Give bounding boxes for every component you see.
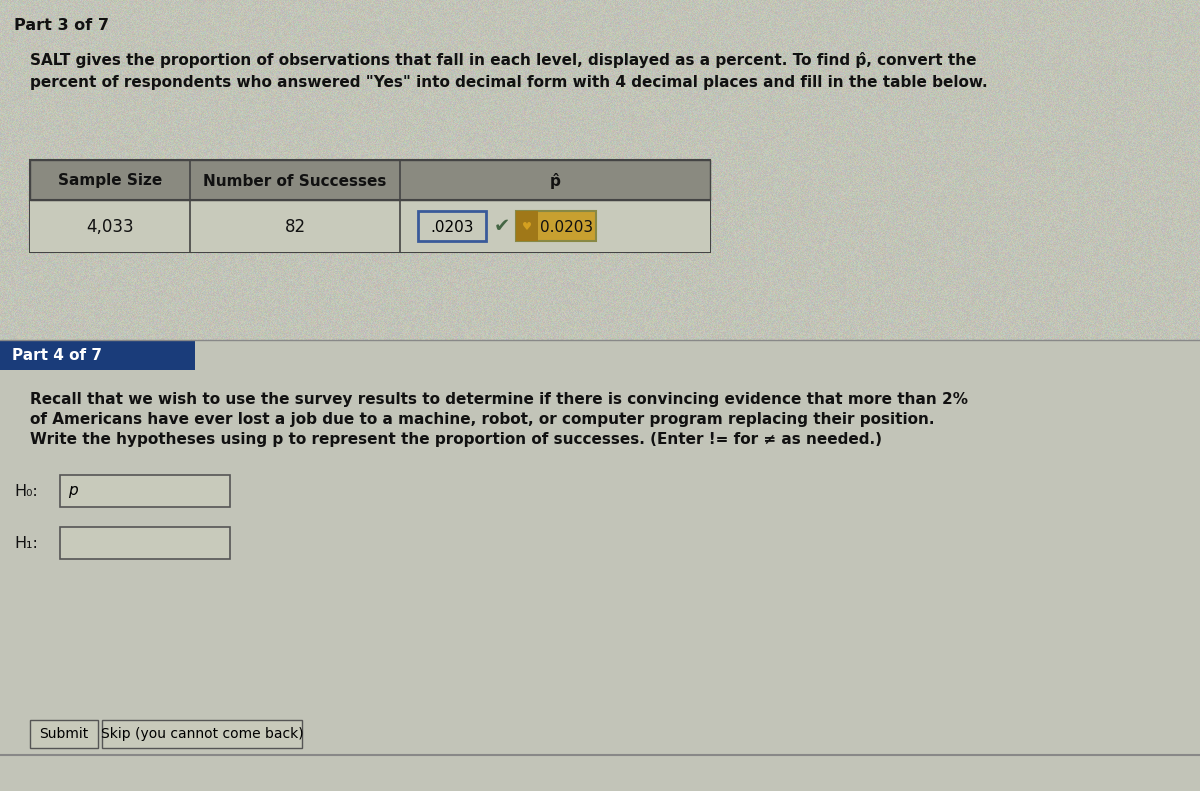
Text: SALT gives the proportion of observations that fall in each level, displayed as : SALT gives the proportion of observation… <box>30 52 977 68</box>
Text: p: p <box>68 483 78 498</box>
Text: of Americans have ever lost a job due to a machine, robot, or computer program r: of Americans have ever lost a job due to… <box>30 412 935 427</box>
Text: 82: 82 <box>284 218 306 236</box>
Text: Recall that we wish to use the survey results to determine if there is convincin: Recall that we wish to use the survey re… <box>30 392 968 407</box>
FancyBboxPatch shape <box>60 475 230 507</box>
Text: Write the hypotheses using p to represent the proportion of successes. (Enter !=: Write the hypotheses using p to represen… <box>30 432 882 447</box>
Text: ♥: ♥ <box>522 222 532 232</box>
Text: .0203: .0203 <box>431 219 474 234</box>
FancyBboxPatch shape <box>60 527 230 559</box>
Text: Part 3 of 7: Part 3 of 7 <box>14 18 109 33</box>
FancyBboxPatch shape <box>0 370 1200 791</box>
Text: Part 4 of 7: Part 4 of 7 <box>12 349 102 364</box>
Text: H₀:: H₀: <box>14 483 37 498</box>
FancyBboxPatch shape <box>30 160 710 252</box>
Text: 4,033: 4,033 <box>86 218 134 236</box>
Text: p̂: p̂ <box>550 173 560 189</box>
FancyBboxPatch shape <box>0 340 194 370</box>
FancyBboxPatch shape <box>0 340 1200 370</box>
Text: Submit: Submit <box>40 727 89 741</box>
FancyBboxPatch shape <box>418 211 486 241</box>
Text: ✔: ✔ <box>494 218 510 237</box>
Text: Sample Size: Sample Size <box>58 173 162 188</box>
FancyBboxPatch shape <box>30 160 710 200</box>
FancyBboxPatch shape <box>102 720 302 748</box>
Text: Skip (you cannot come back): Skip (you cannot come back) <box>101 727 304 741</box>
FancyBboxPatch shape <box>30 720 98 748</box>
Text: Number of Successes: Number of Successes <box>203 173 386 188</box>
FancyBboxPatch shape <box>516 211 538 241</box>
FancyBboxPatch shape <box>30 200 710 252</box>
FancyBboxPatch shape <box>516 211 596 241</box>
Text: percent of respondents who answered "Yes" into decimal form with 4 decimal place: percent of respondents who answered "Yes… <box>30 75 988 90</box>
Text: H₁:: H₁: <box>14 536 38 551</box>
Text: 0.0203: 0.0203 <box>540 219 594 234</box>
